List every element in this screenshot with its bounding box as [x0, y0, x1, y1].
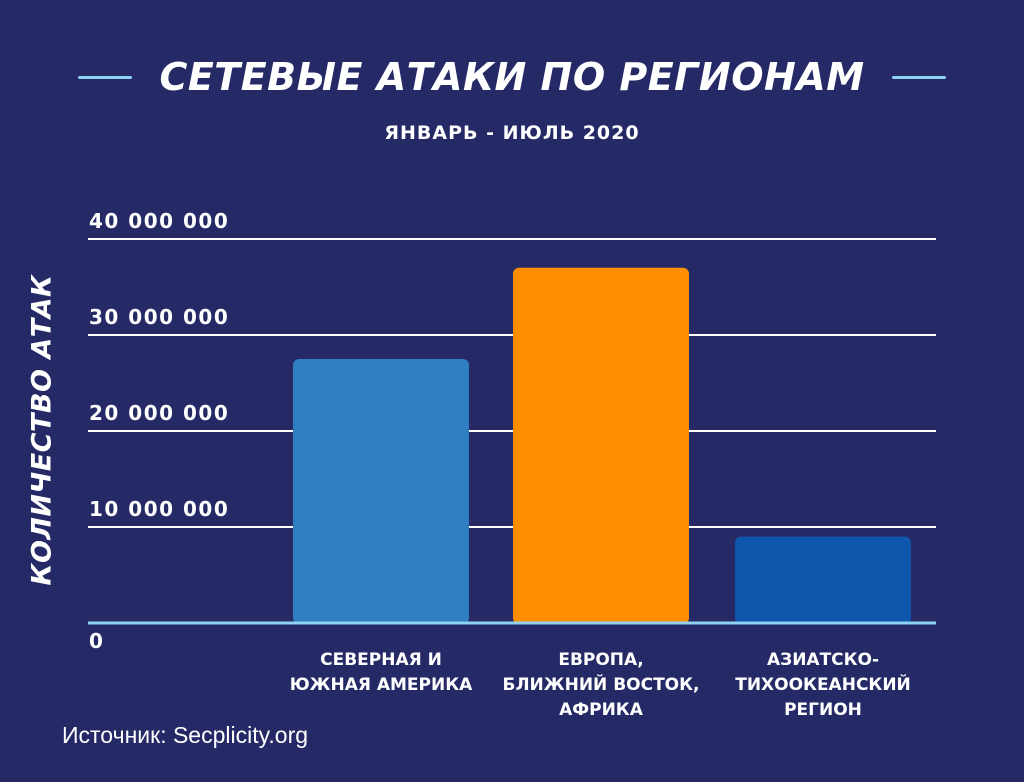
source-credit: Источник: Secplicity.org [62, 722, 309, 748]
title-block: СЕТЕВЫЕ АТАКИ ПО РЕГИОНАМ [0, 52, 1024, 102]
y-tick-label: 30 000 000 [89, 305, 229, 329]
y-tick-label: 20 000 000 [89, 401, 229, 425]
gridlines [88, 238, 936, 528]
y-tick-label: 0 [89, 629, 104, 653]
bar [293, 359, 469, 624]
y-tick-labels: 0 10 000 000 20 000 000 30 000 000 40 000 00… [89, 209, 229, 653]
x-tick-label: ЕВРОПА, БЛИЖНИЙ ВОСТОК, АФРИКА [502, 650, 700, 720]
x-tick-label: СЕВЕРНАЯ И ЮЖНАЯ АМЕРИКА [289, 650, 473, 695]
bars [293, 267, 911, 624]
title-decoration-left [78, 76, 132, 79]
title-decoration-right [892, 76, 946, 79]
y-tick-label: 10 000 000 [89, 497, 229, 521]
bar [513, 267, 689, 624]
bar [735, 536, 911, 624]
x-tick-label: АЗИАТСКО- ТИХООКЕАНСКИЙ РЕГИОН [735, 650, 911, 720]
chart-title: СЕТЕВЫЕ АТАКИ ПО РЕГИОНАМ [159, 55, 865, 99]
chart-subtitle: ЯНВАРЬ - ИЮЛЬ 2020 [384, 122, 640, 144]
y-tick-label: 40 000 000 [89, 209, 229, 233]
